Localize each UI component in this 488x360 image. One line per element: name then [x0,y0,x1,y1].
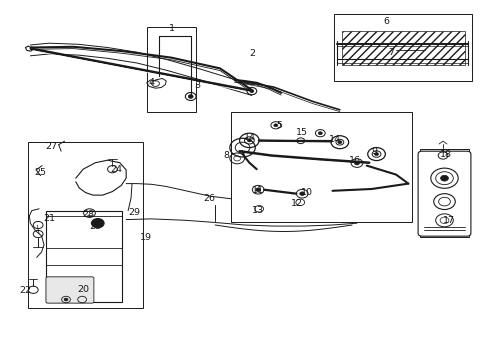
Bar [333,14,471,81]
Bar [419,149,468,237]
Text: 19: 19 [140,233,151,242]
Circle shape [249,90,253,93]
Text: 26: 26 [203,194,214,203]
Circle shape [354,161,359,165]
Text: 22: 22 [20,287,31,295]
Bar [342,31,464,65]
FancyBboxPatch shape [417,151,470,236]
FancyBboxPatch shape [46,211,122,302]
FancyBboxPatch shape [46,277,94,303]
Text: 3: 3 [194,81,200,90]
Text: 7: 7 [387,48,393,57]
Text: 10: 10 [301,188,312,197]
Text: 9: 9 [370,148,376,156]
Circle shape [318,132,322,135]
Circle shape [440,175,447,181]
Text: 15: 15 [296,128,307,137]
Text: 18: 18 [439,150,451,158]
Circle shape [255,188,260,192]
Text: 6: 6 [383,17,388,26]
Text: 14: 14 [328,135,340,144]
Circle shape [91,219,104,228]
Text: 23: 23 [90,222,102,231]
Text: 27: 27 [45,143,57,152]
Text: 24: 24 [110,165,122,174]
Text: 16: 16 [348,156,360,165]
Text: 11: 11 [252,186,264,194]
Circle shape [64,298,68,301]
Text: 17: 17 [442,216,454,225]
Circle shape [188,95,193,98]
Text: 13: 13 [251,206,263,215]
Text: 5: 5 [276,122,282,130]
Circle shape [299,192,304,195]
Circle shape [374,153,378,156]
Bar [146,27,195,112]
Text: 2: 2 [248,49,254,58]
Text: 14: 14 [244,133,256,142]
Text: 4: 4 [148,78,154,87]
Text: 20: 20 [77,285,89,294]
Circle shape [337,141,341,144]
Text: 29: 29 [128,208,140,217]
Text: 12: 12 [291,198,303,207]
Circle shape [247,139,251,142]
Bar [28,142,143,308]
Text: 21: 21 [43,214,55,223]
Text: 28: 28 [82,210,94,219]
Bar [230,112,411,222]
Circle shape [273,124,277,127]
Text: 25: 25 [34,167,46,176]
Text: 1: 1 [169,24,175,33]
Text: 8: 8 [223,151,228,160]
